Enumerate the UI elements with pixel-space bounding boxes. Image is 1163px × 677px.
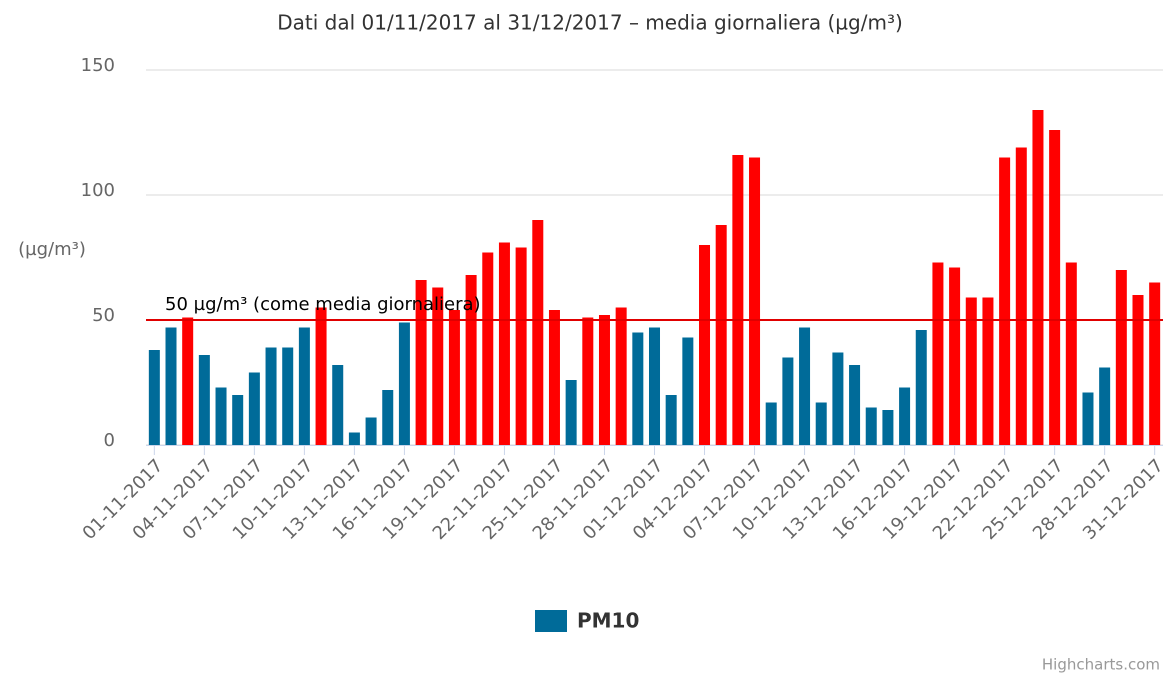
- bar: [899, 387, 911, 445]
- bar: [632, 332, 644, 445]
- credits[interactable]: Highcharts.com: [1042, 656, 1160, 674]
- bar: [548, 310, 560, 445]
- y-axis-label: (µg/m³): [18, 239, 86, 260]
- bar: [882, 410, 894, 445]
- bar: [1132, 295, 1144, 445]
- bar: [615, 307, 627, 445]
- bar: [515, 247, 527, 445]
- chart-title: Dati dal 01/11/2017 al 31/12/2017 – medi…: [277, 11, 903, 35]
- bar: [815, 402, 827, 445]
- bar: [165, 327, 177, 445]
- y-tick-label: 0: [104, 430, 115, 451]
- bar: [582, 317, 594, 445]
- bar: [1065, 262, 1077, 445]
- bar: [1082, 392, 1094, 445]
- bar: [148, 350, 160, 445]
- bar: [949, 267, 961, 445]
- bar: [432, 287, 444, 445]
- bar: [1032, 110, 1044, 445]
- bar: [415, 280, 427, 445]
- bar: [332, 365, 344, 445]
- bar: [382, 390, 394, 445]
- bar: [915, 330, 927, 445]
- bar: [749, 157, 761, 445]
- bar: [682, 337, 694, 445]
- bar: [849, 365, 861, 445]
- bar: [265, 347, 277, 445]
- bar: [648, 327, 661, 445]
- bar: [565, 380, 577, 445]
- legend-symbol: [535, 610, 567, 632]
- y-tick-label: 100: [81, 180, 115, 201]
- bar: [198, 355, 210, 445]
- bar: [1049, 130, 1061, 445]
- bar: [398, 322, 410, 445]
- bar: [832, 352, 844, 445]
- bar: [715, 225, 727, 445]
- bar: [782, 357, 794, 445]
- bar: [232, 395, 244, 445]
- legend-label: PM10: [577, 609, 639, 633]
- bar: [1115, 270, 1127, 445]
- bar: [465, 275, 477, 445]
- bar: [732, 155, 744, 445]
- bar: [532, 220, 544, 445]
- bar: [865, 407, 877, 445]
- bar: [1099, 367, 1111, 445]
- bar: [765, 402, 777, 445]
- threshold-label: 50 µg/m³ (come media giornaliera): [165, 294, 481, 315]
- bar: [965, 297, 977, 445]
- bar: [699, 245, 711, 445]
- bar: [1015, 147, 1027, 445]
- bar: [999, 157, 1011, 445]
- bar: [1149, 282, 1161, 445]
- bar: [598, 315, 610, 445]
- bar: [799, 327, 811, 445]
- bar: [248, 372, 260, 445]
- bar: [365, 417, 377, 445]
- bar: [665, 395, 677, 445]
- bar: [348, 432, 360, 445]
- bar: [282, 347, 294, 445]
- bar: [182, 317, 194, 445]
- y-tick-label: 50: [92, 305, 115, 326]
- bar: [298, 327, 310, 445]
- bar: [932, 262, 944, 445]
- bar: [982, 297, 994, 445]
- bar: [315, 307, 327, 445]
- bar: [215, 387, 227, 445]
- bar: [482, 252, 494, 445]
- bar: [448, 310, 460, 445]
- bar: [498, 242, 510, 445]
- y-tick-label: 150: [81, 55, 115, 76]
